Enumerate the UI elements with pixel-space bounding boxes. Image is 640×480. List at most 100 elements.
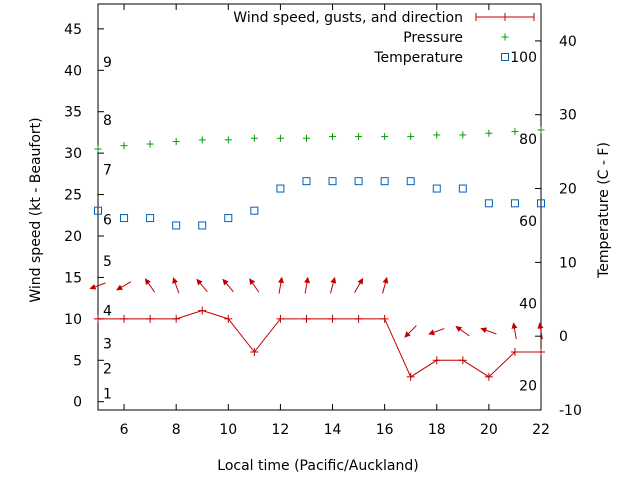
arrow-head [330, 276, 337, 284]
y-tick-label: 45 [64, 22, 82, 38]
arrow-head [89, 283, 97, 290]
y-tick-label: 40 [64, 63, 82, 79]
pressure-point [120, 142, 128, 150]
x-tick-label: 12 [271, 422, 289, 438]
fahrenheit-label: 100 [510, 50, 537, 66]
y-tick-label: 5 [73, 353, 82, 369]
arrow-head [382, 276, 389, 284]
legend-entry: Wind speed, gusts, and direction [233, 10, 535, 26]
pressure-point [94, 145, 102, 153]
beaufort-label: 8 [103, 113, 112, 129]
pressure-point [485, 129, 493, 137]
wind-speed-point [276, 314, 285, 323]
y-tick-label: 0 [73, 395, 82, 411]
arrow-head [144, 278, 151, 285]
fahrenheit-label: 60 [519, 214, 537, 230]
y2-tick-label: 40 [559, 34, 577, 50]
wind-speed-point [198, 306, 207, 315]
temperature-point [94, 206, 102, 215]
wind-direction-arrows [89, 276, 544, 340]
x-axis-label: Local time (Pacific/Auckland) [217, 458, 418, 474]
wind-direction-arrow [249, 278, 260, 293]
arrow-head [249, 278, 256, 285]
temperature-point [172, 221, 181, 230]
legend-label: Temperature [373, 50, 463, 66]
pressure-point [537, 126, 545, 134]
wind-direction-arrow [382, 276, 389, 294]
wind-direction-arrow [278, 276, 284, 294]
x-tick-label: 10 [219, 422, 237, 438]
fahrenheit-label: 40 [519, 297, 537, 313]
temperature-point [537, 199, 545, 208]
wind-speed-point [224, 314, 233, 323]
axes-layer: 6 8 10 12 14 16 18 20 22051015202530354045-10010… [64, 3, 582, 438]
beaufort-label: 9 [103, 55, 112, 71]
pressure-point [381, 133, 389, 141]
wind-speed-point [510, 348, 519, 356]
wind-speed-point [328, 314, 337, 323]
legend: Wind speed, gusts, and direction Pressure… [233, 10, 535, 66]
wind-speed-point [94, 314, 102, 323]
arrow-head [172, 277, 178, 284]
arrow-head [304, 276, 310, 284]
arrow-head [278, 276, 284, 284]
pressure-point [250, 134, 258, 142]
wind-direction-arrow [116, 281, 132, 291]
pressure-point [302, 134, 310, 142]
wind-speed-point [120, 314, 129, 323]
legend-entry: Pressure [403, 30, 509, 46]
wind-direction-arrow [329, 276, 337, 294]
y2-tick-label: 30 [559, 108, 577, 124]
x-tick-label: 14 [324, 422, 342, 438]
temperature-point [380, 177, 389, 186]
pressure-point [433, 131, 441, 139]
wind-direction-arrow [304, 276, 310, 294]
y-tick-label: 15 [64, 270, 82, 286]
wind-speed-point [380, 314, 389, 323]
beaufort-label: 7 [103, 163, 112, 179]
temperature-point [510, 199, 519, 208]
temperature-point [120, 214, 129, 223]
wind-direction-arrow [354, 277, 364, 293]
temperature-point [224, 214, 233, 223]
legend-entry: Temperature [373, 50, 509, 66]
beaufort-label: 2 [103, 362, 112, 378]
temperature-point [198, 221, 207, 230]
arrow-head [537, 322, 544, 329]
x-tick-label: 16 [376, 422, 394, 438]
beaufort-label: 6 [103, 212, 112, 228]
wind-direction-arrow [222, 278, 234, 293]
pressure-point [329, 133, 337, 141]
x-tick-label: 8 [172, 422, 181, 438]
pressure-point [224, 136, 232, 144]
wind-speed-line [98, 310, 541, 378]
y-tick-label: 10 [64, 312, 82, 328]
legend-label: Wind speed, gusts, and direction [233, 10, 463, 26]
x-tick-label: 22 [532, 422, 550, 438]
y-tick-label: 20 [64, 229, 82, 245]
legend-marker [501, 53, 509, 61]
y-axis-label: Wind speed (kt - Beaufort) [28, 117, 44, 302]
pressure-point [459, 131, 467, 139]
x-tick-label: 6 [120, 422, 129, 438]
plot-frame [97, 3, 542, 411]
arrow-head [404, 331, 411, 338]
wind-direction-arrow [537, 322, 544, 340]
arrow-head [116, 284, 123, 291]
wind-speed-point [250, 348, 259, 356]
wind-speed-point [458, 356, 467, 365]
fahrenheit-label: 80 [519, 132, 537, 148]
wind-direction-arrow [172, 277, 180, 294]
temperature-point [484, 199, 493, 208]
temperature-point [458, 184, 467, 193]
wind-speed-point [484, 372, 493, 381]
wind-speed-point [146, 314, 155, 323]
temperature-point [432, 184, 441, 193]
temperature-point [250, 206, 259, 215]
pressure-point [146, 140, 154, 148]
arrow-head [480, 327, 488, 334]
wind-speed-point [537, 348, 545, 356]
pressure-point [198, 136, 206, 144]
arrow-head [428, 329, 435, 336]
